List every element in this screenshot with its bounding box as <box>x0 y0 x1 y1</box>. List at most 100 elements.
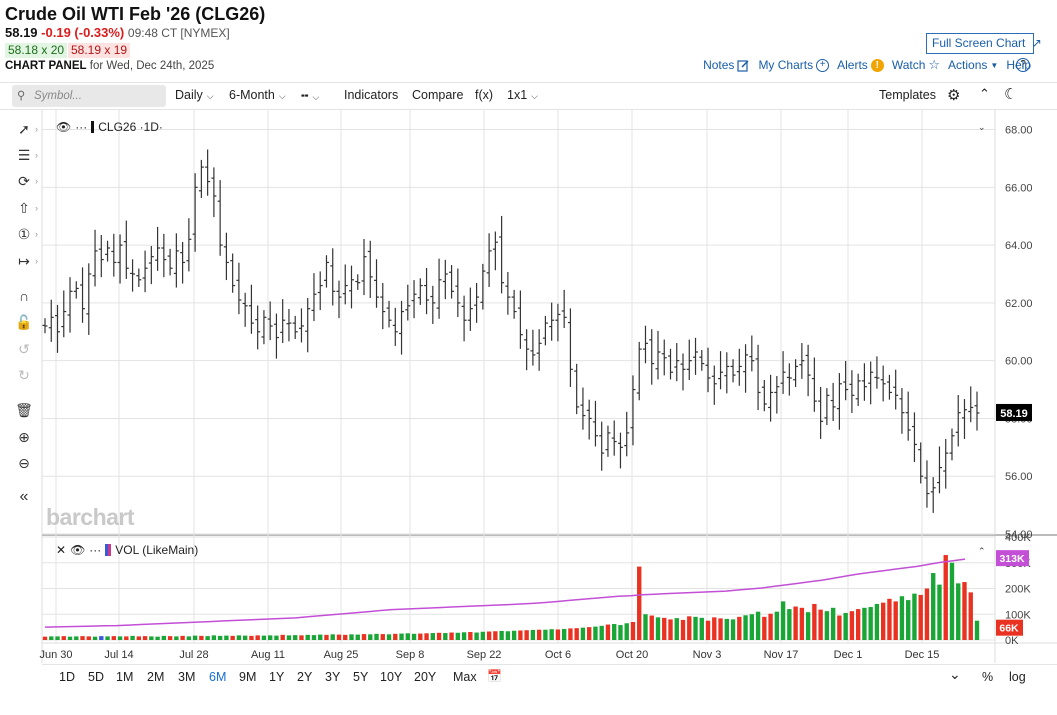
volume-bar <box>655 617 661 640</box>
magnet-icon[interactable]: ∩ <box>18 288 30 304</box>
price-bar <box>880 365 886 402</box>
collapse-up-icon[interactable]: ⌃ <box>979 86 990 101</box>
volume-bar <box>962 582 967 640</box>
range-dropdown[interactable]: 6-Month ⌵ <box>229 88 286 102</box>
indicators-button[interactable]: Indicators <box>344 88 399 102</box>
price-bar <box>211 167 217 218</box>
my-charts-link[interactable]: My Charts + <box>758 57 830 73</box>
price-bar <box>630 375 636 446</box>
more-dots-icon[interactable]: ··· <box>75 120 88 134</box>
volume-bar <box>680 619 686 640</box>
alert-icon: ! <box>870 58 884 72</box>
x-tick-label: Jul 14 <box>104 649 133 661</box>
trash-icon[interactable]: 🗑 <box>15 402 33 418</box>
volume-bar <box>899 596 905 640</box>
volume-bar <box>818 609 823 640</box>
volume-legend[interactable]: ✕ 👁 ··· VOL (LikeMain) <box>56 543 198 557</box>
alerts-link[interactable]: Alerts ! <box>837 57 884 73</box>
watch-link[interactable]: Watch ☆ <box>892 57 940 73</box>
price-bar <box>943 438 949 489</box>
close-icon[interactable]: ✕ <box>56 543 67 557</box>
price-bar <box>911 412 917 463</box>
compare-button[interactable]: Compare <box>412 88 464 102</box>
price-bar <box>330 248 336 306</box>
price-bar <box>242 292 248 327</box>
range-button-1m[interactable]: 1M <box>116 670 134 684</box>
redo-icon[interactable]: ↻ <box>18 367 30 383</box>
notes-link[interactable]: Notes <box>703 57 750 73</box>
price-bar <box>555 303 561 342</box>
range-button-max[interactable]: Max <box>453 670 477 684</box>
percent-scale-button[interactable]: % <box>982 670 994 684</box>
shapes-tool-icon[interactable]: ⟳ › <box>18 173 38 189</box>
dark-mode-moon-icon[interactable]: ☾ <box>1004 86 1018 103</box>
volume-bar <box>161 635 167 640</box>
symbol-placeholder: Symbol... <box>34 90 82 102</box>
symbol-search-input[interactable]: ⚲ Symbol... <box>12 85 166 107</box>
range-button-6m[interactable]: 6M <box>209 670 227 684</box>
full-screen-chart-button[interactable]: Full Screen Chart ↗ <box>926 33 1042 54</box>
range-button-1y[interactable]: 1Y <box>269 670 285 684</box>
price-bar <box>374 259 380 308</box>
trend-line-tool-icon[interactable]: ➚ › <box>18 121 38 137</box>
measure-tool-icon[interactable]: ↦ › <box>18 253 38 269</box>
lock-icon[interactable]: 🔓 <box>15 314 33 330</box>
templates-button[interactable]: Templates <box>879 88 936 102</box>
double-chevron-down-icon[interactable]: ⌄ <box>949 666 961 682</box>
zoom-out-icon[interactable]: ⊖ <box>18 455 30 471</box>
volume-bar <box>937 584 942 640</box>
range-button-1d[interactable]: 1D <box>59 670 75 684</box>
volume-bar <box>924 588 930 640</box>
eye-icon[interactable]: 👁 <box>56 120 72 134</box>
range-button-5d[interactable]: 5D <box>88 670 104 684</box>
price-bar <box>749 335 755 372</box>
volume-bar <box>318 634 323 640</box>
range-button-2y[interactable]: 2Y <box>297 670 313 684</box>
fibonacci-tool-icon[interactable]: ☰ › <box>17 147 38 163</box>
undo-icon[interactable]: ↺ <box>18 341 30 357</box>
chevron-down-icon[interactable]: ⌄ <box>978 122 986 132</box>
range-button-20y[interactable]: 20Y <box>414 670 437 684</box>
x-tick-label: Sep 22 <box>467 649 502 661</box>
eye-icon[interactable]: 👁 <box>70 543 86 557</box>
price-bar <box>480 263 486 310</box>
more-dots-icon[interactable]: ··· <box>89 543 102 557</box>
interval-dropdown[interactable]: Daily ⌵ <box>175 88 214 102</box>
axes: 54.0056.0058.0060.0062.0064.0066.0068.00… <box>39 125 1032 661</box>
actions-link[interactable]: Actions ▼ <box>948 57 998 73</box>
bar-type-dropdown[interactable]: ╍ ⌵ <box>301 88 319 103</box>
layout-dropdown[interactable]: 1x1 ⌵ <box>507 88 538 102</box>
volume-bar <box>887 598 892 640</box>
volume-bar <box>480 631 486 640</box>
price-bar <box>261 310 267 345</box>
range-button-3m[interactable]: 3M <box>178 670 196 684</box>
volume-bar <box>618 625 623 640</box>
range-button-3y[interactable]: 3Y <box>325 670 341 684</box>
range-button-5y[interactable]: 5Y <box>353 670 369 684</box>
price-chart[interactable]: 54.0056.0058.0060.0062.0064.0066.0068.00… <box>0 110 1057 665</box>
volume-bar <box>105 636 110 640</box>
function-button[interactable]: f(x) <box>475 88 494 102</box>
zoom-in-icon[interactable]: ⊕ <box>18 429 30 445</box>
price-legend[interactable]: 👁 ··· CLG26 ·1D· <box>56 120 163 134</box>
number-marker-tool-icon[interactable]: ① › <box>17 226 38 242</box>
volume-bar <box>242 635 248 640</box>
question-icon[interactable]: ? <box>1016 58 1030 72</box>
volume-bar <box>724 618 729 640</box>
price-bar <box>367 240 373 298</box>
volume-bar <box>230 635 235 640</box>
range-button-9m[interactable]: 9M <box>239 670 257 684</box>
range-button-2m[interactable]: 2M <box>147 670 165 684</box>
calendar-icon[interactable]: 📅 <box>487 669 502 683</box>
arrow-tool-icon[interactable]: ⇧ › <box>18 200 38 216</box>
volume-bar <box>311 635 317 640</box>
collapse-sidebar-icon[interactable]: « <box>19 488 29 505</box>
price-bar <box>417 278 423 305</box>
settings-gear-icon[interactable]: ⚙ <box>947 87 961 104</box>
price-bar <box>561 289 567 329</box>
chevron-down-icon: ⌵ <box>278 91 286 101</box>
volume-bar <box>599 625 604 640</box>
log-scale-button[interactable]: log <box>1009 670 1026 684</box>
range-button-10y[interactable]: 10Y <box>380 670 403 684</box>
chevron-up-icon[interactable]: ⌃ <box>978 546 986 556</box>
